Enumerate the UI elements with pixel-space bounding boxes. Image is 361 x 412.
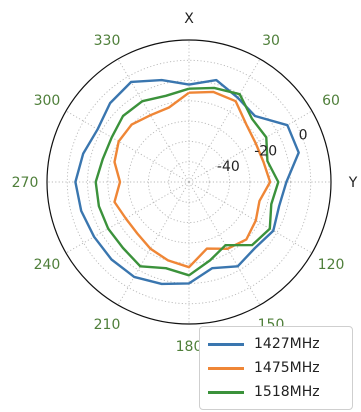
legend-label: 1518MHz (254, 384, 320, 400)
angle-tick-label: 120 (318, 257, 345, 273)
grid-spoke (117, 181, 190, 306)
legend-label: 1427MHz (254, 336, 320, 352)
grid-circle (147, 140, 231, 224)
grid-spoke (65, 110, 190, 183)
grid-spoke (188, 181, 261, 306)
angle-tick-label: 300 (34, 93, 61, 109)
angle-tick-label: X (184, 11, 194, 27)
series-line-1475MHz (113, 90, 272, 269)
tick-labels: X3060Y1201501802102402703003300-20-40 (12, 11, 358, 355)
legend: 1427MHz 1475MHz 1518MHz (199, 326, 353, 410)
legend-label: 1475MHz (254, 360, 320, 376)
series-group (74, 78, 300, 286)
angle-tick-label: 210 (94, 317, 121, 333)
angle-tick-label: 180 (176, 339, 203, 355)
grid-circle (127, 120, 251, 244)
series-line-1427MHz (74, 78, 300, 286)
grid-spoke (188, 110, 313, 183)
legend-swatch-1475 (208, 366, 244, 370)
grid-spoke (188, 181, 313, 254)
series-line-1518MHz (94, 86, 280, 277)
radial-tick-label: -40 (217, 159, 240, 175)
angle-tick-label: 60 (322, 93, 340, 109)
grid-spoke (117, 58, 190, 183)
legend-item: 1427MHz (208, 332, 320, 356)
grid-circle (87, 80, 291, 284)
legend-item: 1475MHz (208, 356, 320, 380)
radial-tick-label: -20 (254, 143, 277, 159)
outer-ring (46, 39, 332, 325)
angle-tick-label: Y (348, 175, 358, 191)
grid-circle (66, 59, 312, 305)
radial-tick-label: 0 (299, 127, 308, 143)
angle-tick-label: 270 (12, 175, 39, 191)
legend-item: 1518MHz (208, 380, 320, 404)
angle-tick-label: 30 (262, 33, 280, 49)
legend-swatch-1518 (208, 390, 244, 394)
legend-swatch-1427 (208, 342, 244, 346)
angle-tick-label: 330 (94, 33, 121, 49)
angle-tick-label: 240 (34, 257, 61, 273)
grid-circle (168, 161, 210, 203)
polar-grid (46, 39, 332, 325)
